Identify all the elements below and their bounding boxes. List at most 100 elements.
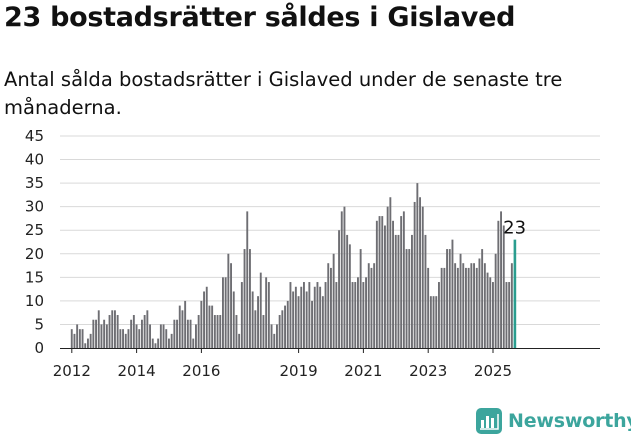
bar [294, 286, 297, 348]
bar [465, 267, 467, 348]
bar [249, 249, 251, 348]
bar [494, 253, 497, 348]
bar [181, 310, 184, 348]
chart-title: 23 bostadsrätter såldes i Gislaved [4, 2, 516, 33]
bar [219, 315, 222, 348]
bar [378, 216, 381, 348]
bar [224, 277, 227, 348]
bar [122, 329, 124, 348]
bar [362, 282, 365, 348]
bar [246, 211, 249, 348]
bar [240, 282, 243, 348]
bar [473, 263, 475, 348]
bar [311, 300, 313, 348]
bar [235, 315, 238, 348]
bar [203, 291, 205, 348]
bar [411, 234, 413, 348]
bar [389, 197, 392, 348]
bar [456, 267, 459, 348]
bar [243, 249, 246, 348]
bar [381, 216, 384, 348]
bar [375, 220, 378, 348]
bar [316, 282, 319, 348]
bar [408, 249, 411, 348]
y-tick-label: 25 [25, 221, 44, 239]
bar [348, 244, 351, 348]
bar [492, 282, 494, 348]
newsworthy-logo-icon [476, 408, 502, 434]
bar [130, 319, 133, 348]
bar [211, 305, 214, 348]
bar [475, 267, 478, 348]
bar-highlight [513, 239, 517, 348]
bar [200, 300, 203, 348]
x-tick-label: 2014 [118, 362, 156, 380]
bar [116, 315, 119, 348]
bar [386, 206, 389, 348]
bar [143, 315, 146, 348]
bar [222, 277, 224, 348]
bar [178, 305, 181, 348]
bar [95, 319, 97, 348]
bar [281, 310, 284, 348]
bar [419, 197, 421, 348]
bar [73, 333, 76, 348]
bar [384, 225, 386, 348]
bar [84, 343, 87, 348]
bar [238, 333, 241, 348]
bar [478, 258, 481, 348]
bar [192, 338, 195, 348]
bar [265, 277, 268, 348]
bar [270, 324, 273, 348]
bar [124, 333, 127, 348]
bar [168, 338, 170, 348]
bar [394, 234, 397, 348]
bar [365, 277, 367, 348]
bar [454, 263, 457, 348]
bar [367, 263, 370, 348]
bar [448, 249, 451, 348]
bar [308, 282, 311, 348]
bar [119, 329, 122, 348]
bar [505, 282, 508, 348]
bar [370, 267, 373, 348]
bar [254, 310, 257, 348]
bar [335, 282, 338, 348]
chart-subtitle: Antal sålda bostadsrätter i Gislaved und… [4, 68, 563, 119]
bar [162, 324, 165, 348]
bar [114, 310, 116, 348]
bar [305, 291, 308, 348]
bar [273, 333, 276, 348]
bar [257, 296, 259, 348]
bar [373, 263, 376, 348]
bar [213, 315, 216, 348]
y-tick-label: 15 [25, 268, 44, 286]
bar [154, 343, 157, 348]
bar [313, 286, 316, 348]
y-tick-label: 40 [25, 151, 44, 169]
bar [470, 263, 473, 348]
bar [92, 319, 95, 348]
bar [330, 267, 332, 348]
bar [340, 211, 343, 348]
bar [303, 282, 305, 348]
bar [338, 230, 340, 348]
bar [467, 267, 470, 348]
bar [400, 216, 403, 348]
bar [81, 329, 84, 348]
bar [97, 310, 100, 348]
bar [286, 300, 289, 348]
bar [421, 206, 424, 348]
bar [230, 263, 232, 348]
y-tick-label: 5 [34, 315, 44, 333]
bar [276, 324, 278, 348]
bar [438, 282, 440, 348]
bar [324, 282, 327, 348]
bar [278, 315, 281, 348]
y-tick-label: 35 [25, 174, 44, 192]
bar [251, 291, 254, 348]
y-tick-label: 30 [25, 198, 44, 216]
bar [189, 319, 192, 348]
bar [289, 282, 292, 348]
